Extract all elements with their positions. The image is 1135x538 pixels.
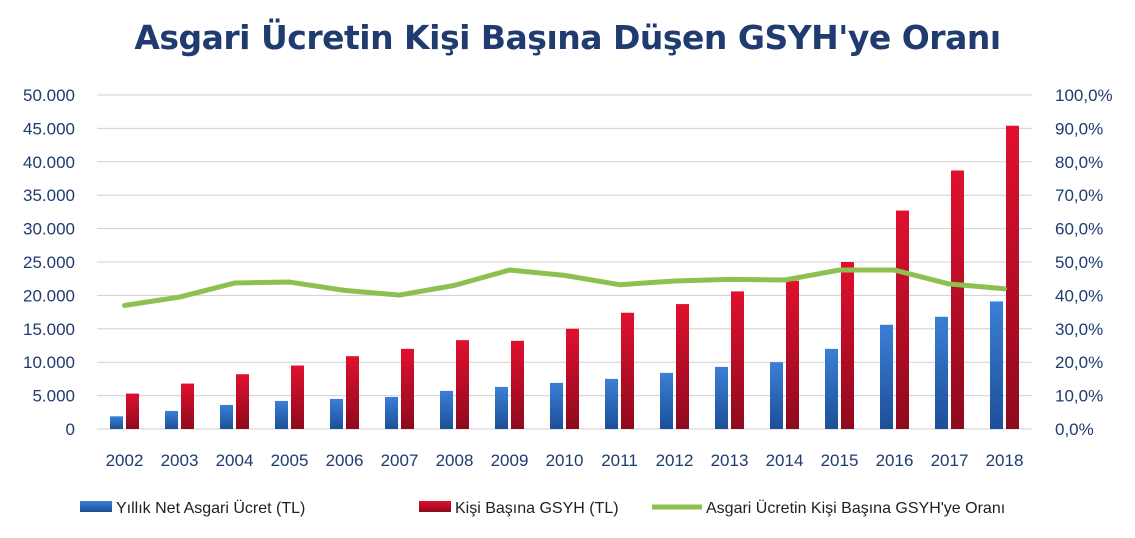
bar-kisi-basina-gsyh bbox=[456, 340, 469, 429]
bar-net-asgari-ucret bbox=[385, 396, 398, 429]
bars bbox=[110, 125, 1019, 429]
bar-net-asgari-ucret bbox=[880, 324, 893, 429]
x-tick-label: 2007 bbox=[381, 451, 419, 470]
bar-kisi-basina-gsyh bbox=[566, 328, 579, 429]
bar-kisi-basina-gsyh bbox=[511, 340, 524, 429]
bar-kisi-basina-gsyh bbox=[346, 356, 359, 429]
right-tick-label: 50,0% bbox=[1055, 253, 1103, 272]
x-tick-label: 2014 bbox=[766, 451, 804, 470]
x-tick-label: 2006 bbox=[326, 451, 364, 470]
left-tick-label: 15.000 bbox=[23, 320, 75, 339]
bar-net-asgari-ucret bbox=[495, 386, 508, 429]
ratio-line-group bbox=[122, 267, 1007, 308]
bar-net-asgari-ucret bbox=[110, 416, 123, 429]
x-tick-label: 2002 bbox=[106, 451, 144, 470]
x-axis: 2002 2003 2004 2005 2006 2007 2008 2009 2010 2011… bbox=[106, 451, 1024, 470]
x-tick-label: 2016 bbox=[876, 451, 914, 470]
bar-kisi-basina-gsyh bbox=[236, 374, 249, 429]
bar-net-asgari-ucret bbox=[440, 390, 453, 429]
legend-label: Asgari Ücretin Kişi Başına GSYH'ye Oranı bbox=[706, 499, 1005, 517]
chart-title: Asgari Ücretin Kişi Başına Düşen GSYH'ye… bbox=[134, 18, 1001, 57]
x-tick-label: 2017 bbox=[931, 451, 969, 470]
x-tick-label: 2018 bbox=[986, 451, 1024, 470]
x-tick-label: 2003 bbox=[161, 451, 199, 470]
legend-label: Kişi Başına GSYH (TL) bbox=[455, 500, 619, 517]
right-tick-label: 30,0% bbox=[1055, 320, 1103, 339]
right-axis: 0,0% 10,0% 20,0% 30,0% 40,0% 50,0% 60,0% 70,0% 8… bbox=[1055, 86, 1113, 439]
right-tick-label: 10,0% bbox=[1055, 387, 1103, 406]
right-tick-label: 40,0% bbox=[1055, 286, 1103, 305]
bar-net-asgari-ucret bbox=[275, 400, 288, 429]
bar-kisi-basina-gsyh bbox=[676, 304, 689, 429]
bar-kisi-basina-gsyh bbox=[401, 348, 414, 429]
legend-swatch bbox=[80, 501, 112, 512]
left-tick-label: 45.000 bbox=[23, 119, 75, 138]
x-tick-label: 2005 bbox=[271, 451, 309, 470]
bar-net-asgari-ucret bbox=[715, 366, 728, 429]
right-tick-label: 90,0% bbox=[1055, 119, 1103, 138]
left-tick-label: 10.000 bbox=[23, 353, 75, 372]
bar-net-asgari-ucret bbox=[605, 378, 618, 429]
left-tick-label: 5.000 bbox=[32, 387, 75, 406]
x-tick-label: 2004 bbox=[216, 451, 254, 470]
bar-net-asgari-ucret bbox=[660, 372, 673, 429]
bar-kisi-basina-gsyh bbox=[181, 383, 194, 429]
bar-net-asgari-ucret bbox=[550, 382, 563, 429]
right-tick-label: 100,0% bbox=[1055, 86, 1113, 105]
bar-kisi-basina-gsyh bbox=[896, 210, 909, 429]
left-tick-label: 50.000 bbox=[23, 86, 75, 105]
grid-lines bbox=[97, 94, 1032, 430]
x-tick-label: 2010 bbox=[546, 451, 584, 470]
bar-kisi-basina-gsyh bbox=[291, 365, 304, 429]
right-tick-label: 20,0% bbox=[1055, 353, 1103, 372]
bar-kisi-basina-gsyh bbox=[126, 393, 139, 429]
left-tick-label: 20.000 bbox=[23, 286, 75, 305]
bar-net-asgari-ucret bbox=[935, 316, 948, 429]
x-tick-label: 2009 bbox=[491, 451, 529, 470]
left-tick-label: 30.000 bbox=[23, 220, 75, 239]
bar-net-asgari-ucret bbox=[770, 362, 783, 429]
legend-swatch bbox=[419, 501, 451, 512]
right-tick-label: 0,0% bbox=[1055, 420, 1094, 439]
left-axis: 0 5.000 10.000 15.000 20.000 25.000 30.000 35.0… bbox=[23, 86, 75, 439]
bar-kisi-basina-gsyh bbox=[621, 312, 634, 429]
left-tick-label: 40.000 bbox=[23, 153, 75, 172]
legend: Yıllık Net Asgari Ücret (TL) Kişi Başına … bbox=[80, 499, 1005, 517]
bar-net-asgari-ucret bbox=[825, 348, 838, 429]
bar-kisi-basina-gsyh bbox=[951, 170, 964, 429]
ratio-line bbox=[122, 267, 1007, 308]
bar-net-asgari-ucret bbox=[165, 410, 178, 429]
right-tick-label: 60,0% bbox=[1055, 220, 1103, 239]
bar-net-asgari-ucret bbox=[330, 398, 343, 429]
bar-net-asgari-ucret bbox=[990, 301, 1003, 429]
x-tick-label: 2008 bbox=[436, 451, 474, 470]
x-tick-label: 2013 bbox=[711, 451, 749, 470]
left-tick-label: 35.000 bbox=[23, 186, 75, 205]
x-tick-label: 2011 bbox=[601, 451, 638, 470]
left-tick-label: 0 bbox=[66, 420, 75, 439]
x-tick-label: 2012 bbox=[656, 451, 694, 470]
bar-kisi-basina-gsyh bbox=[1006, 125, 1019, 429]
left-tick-label: 25.000 bbox=[23, 253, 75, 272]
bar-net-asgari-ucret bbox=[220, 404, 233, 429]
legend-label: Yıllık Net Asgari Ücret (TL) bbox=[116, 499, 305, 517]
right-tick-label: 80,0% bbox=[1055, 153, 1103, 172]
x-tick-label: 2015 bbox=[821, 451, 859, 470]
bar-kisi-basina-gsyh bbox=[841, 262, 854, 429]
bar-kisi-basina-gsyh bbox=[786, 280, 799, 429]
bar-kisi-basina-gsyh bbox=[731, 291, 744, 429]
right-tick-label: 70,0% bbox=[1055, 186, 1103, 205]
